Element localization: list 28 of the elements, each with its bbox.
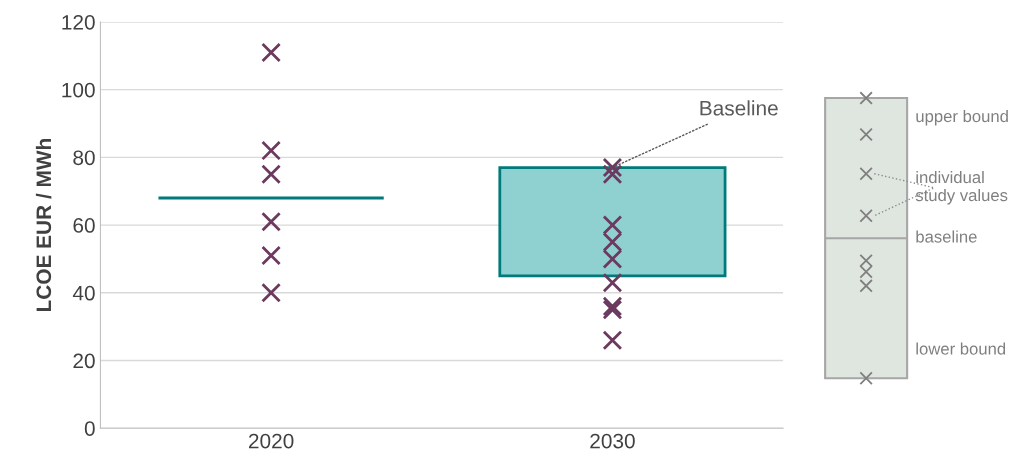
point: [261, 164, 282, 185]
point: [602, 157, 623, 178]
point: [261, 211, 282, 232]
point: [602, 249, 623, 269]
text: individual study values: [915, 170, 1008, 205]
point: [602, 272, 623, 293]
annotation: Baseline: [700, 100, 778, 116]
text: upper bound: [916, 109, 1008, 126]
y-tick-label: 80: [73, 150, 95, 166]
y-tick-label: 100: [62, 82, 95, 98]
point: [261, 140, 282, 161]
text: baseline: [916, 230, 977, 243]
point: [602, 215, 623, 235]
y-tick-label: 120: [62, 14, 95, 30]
point: [602, 232, 623, 252]
y-tick-label: 20: [73, 353, 95, 369]
text: lower bound: [916, 342, 1006, 355]
point: [602, 164, 623, 185]
point: [261, 42, 282, 63]
y-tick-label: 40: [72, 285, 95, 301]
x-tick-label: 2020: [248, 433, 294, 449]
point: [261, 245, 282, 266]
x-tick-label: 2030: [590, 433, 635, 449]
y-tick-label: 60: [73, 218, 95, 233]
point: [261, 282, 282, 303]
y-tick-label: 0: [84, 421, 95, 436]
y-axis-title: LCOE EUR / MWh: [35, 139, 52, 312]
point: [602, 330, 623, 351]
